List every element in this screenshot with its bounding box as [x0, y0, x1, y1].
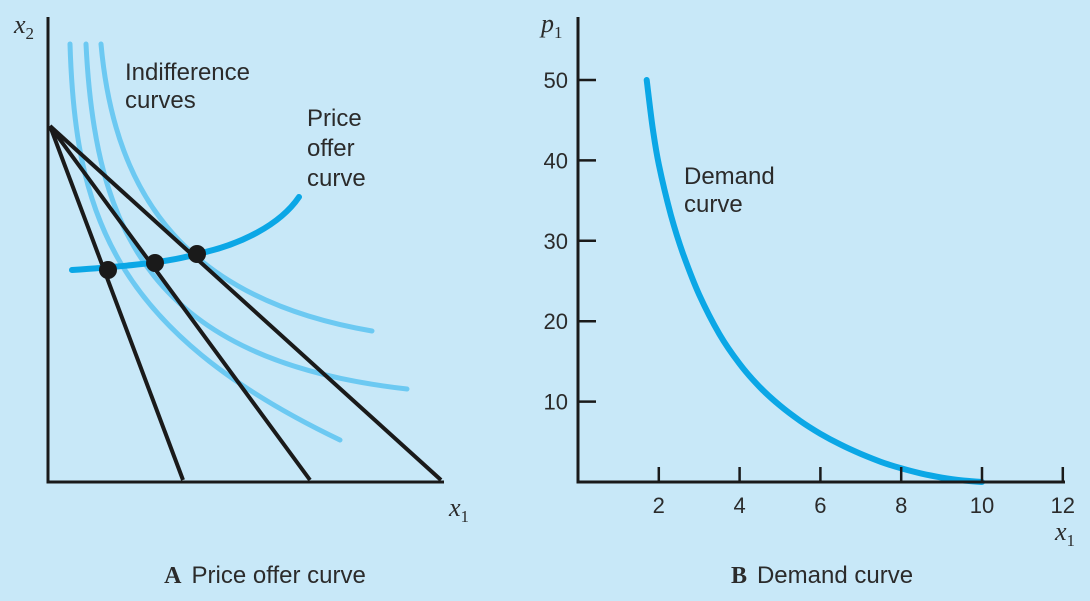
- panel-b-y-ticks: 10 20 30 40 50: [544, 68, 596, 415]
- indifference-curve-1: [67, 41, 343, 443]
- price-offer-curve-annotation: Price offer curve: [307, 105, 368, 192]
- x-tick-label-4: 4: [733, 493, 745, 518]
- panel-a-y-axis-label: x2: [13, 10, 34, 43]
- indifference-curve-3: [98, 41, 375, 334]
- y-tick-label-20: 20: [544, 309, 568, 334]
- budget-line-1: [48, 125, 185, 481]
- demand-curve-annotation: Demand curve: [684, 163, 781, 218]
- indifference-curves-annotation: Indifference curves: [125, 59, 257, 114]
- x-tick-label-12: 12: [1051, 493, 1075, 518]
- panel-b-caption: B Demand curve: [731, 562, 913, 589]
- y-tick-label-40: 40: [544, 148, 568, 173]
- panel-b-x-axis-label: x1: [1054, 517, 1075, 550]
- panel-a-caption: A Price offer curve: [164, 562, 366, 589]
- budget-line-2: [48, 124, 312, 482]
- equilibrium-point-1: [99, 261, 117, 279]
- panel-b-x-ticks: 2 4 6 8 10 12: [653, 467, 1075, 518]
- x-tick-label-2: 2: [653, 493, 665, 518]
- panel-a-axes: [46, 17, 444, 484]
- indifference-curve-2: [83, 41, 410, 392]
- panel-a: x2 x1 Indifference curves Price offer cu…: [13, 10, 469, 589]
- panel-b-y-axis-label: p1: [539, 9, 563, 42]
- x-tick-label-8: 8: [895, 493, 907, 518]
- y-tick-label-30: 30: [544, 229, 568, 254]
- panel-a-x-axis-label: x1: [448, 493, 469, 526]
- budget-line-3: [48, 124, 443, 482]
- demand-curve: [643, 77, 985, 485]
- x-tick-label-10: 10: [970, 493, 994, 518]
- panel-b-axes: [576, 17, 1065, 484]
- equilibrium-point-2: [146, 254, 164, 272]
- y-tick-label-50: 50: [544, 68, 568, 93]
- equilibrium-point-3: [188, 245, 206, 263]
- panel-b: 2 4 6 8 10 12 10 20 30 40 50 p1 x1 Demand curve B…: [539, 9, 1075, 589]
- y-tick-label-10: 10: [544, 390, 568, 415]
- x-tick-label-6: 6: [814, 493, 826, 518]
